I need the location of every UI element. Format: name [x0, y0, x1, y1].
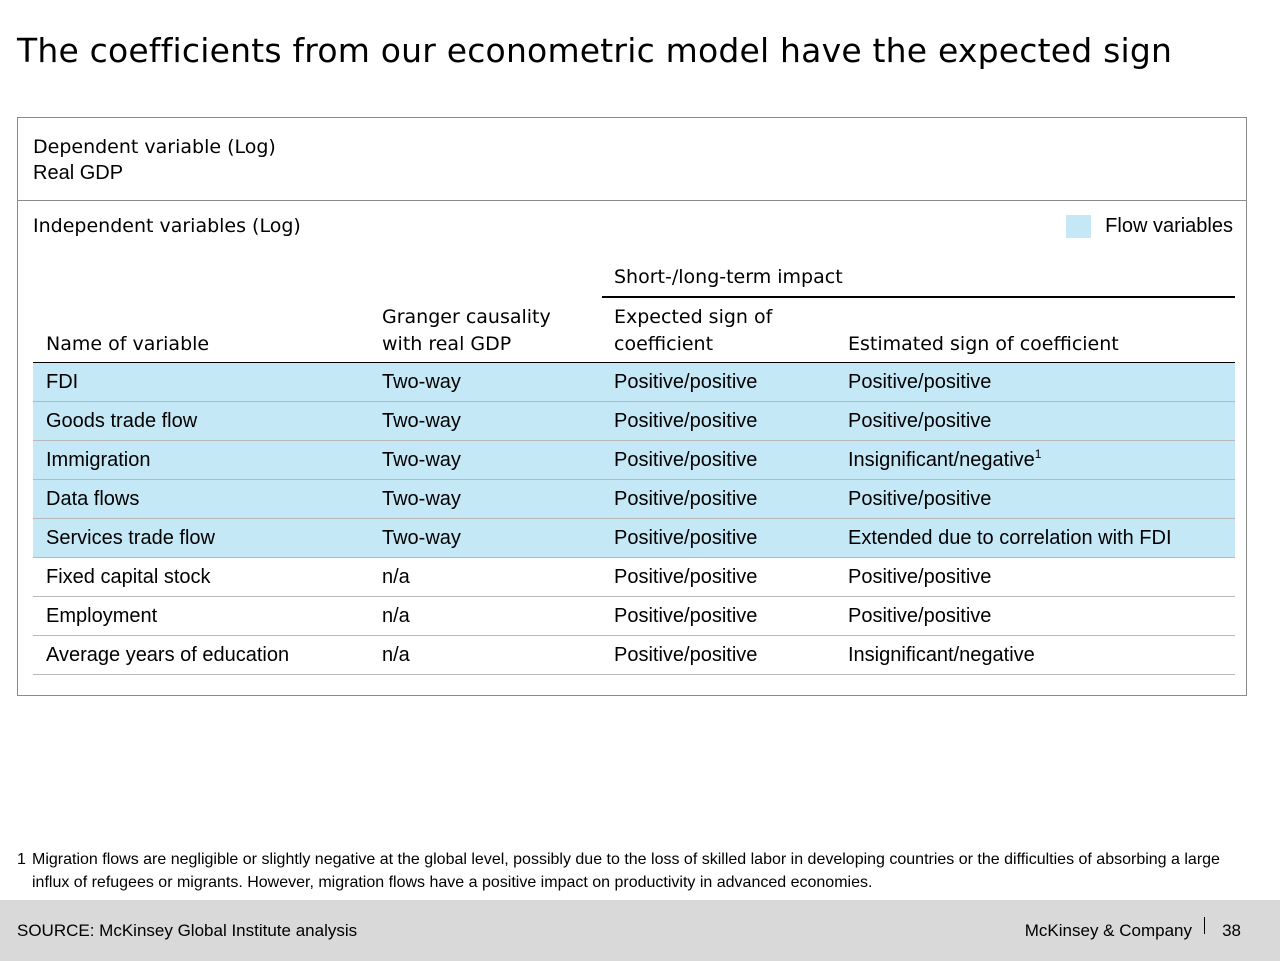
cell-estimated-sign: Positive/positive: [848, 605, 992, 627]
footnote-reference: 1: [1034, 447, 1042, 461]
table-frame: Dependent variable (Log) Real GDP Indepe…: [17, 117, 1247, 696]
column-header-expected: Expected sign of coefficient: [614, 304, 772, 358]
cell-expected-sign: Positive/positive: [614, 605, 758, 627]
table-row: Average years of education n/a Positive/…: [33, 636, 1235, 675]
cell-variable-name: Data flows: [46, 488, 140, 510]
group-header-impact: Short-/long-term impact: [614, 266, 843, 288]
footer-divider: [1204, 917, 1205, 934]
column-header-expected-line1: Expected sign of: [614, 306, 773, 328]
cell-expected-sign: Positive/positive: [614, 566, 758, 588]
column-header-estimated: Estimated sign of coefficient: [848, 333, 1119, 355]
table-row: Data flows Two-way Positive/positive Pos…: [33, 480, 1235, 519]
footnote-text: Migration flows are negligible or slight…: [32, 851, 1220, 891]
table-row: FDI Two-way Positive/positive Positive/p…: [33, 363, 1235, 402]
legend-swatch-flow: [1066, 215, 1092, 238]
page-title: The coefficients from our econometric mo…: [17, 31, 1173, 70]
table-row: Immigration Two-way Positive/positive In…: [33, 441, 1235, 480]
cell-variable-name: Services trade flow: [46, 527, 215, 549]
cell-variable-name: FDI: [46, 371, 79, 393]
column-header-expected-line2: coefficient: [614, 333, 714, 355]
cell-expected-sign: Positive/positive: [614, 371, 758, 393]
cell-granger: n/a: [382, 605, 410, 627]
section-divider: [18, 200, 1246, 201]
cell-estimated-sign: Positive/positive: [848, 410, 992, 432]
page-number: 38: [1222, 921, 1241, 940]
cell-expected-sign: Positive/positive: [614, 488, 758, 510]
column-header-name: Name of variable: [46, 333, 210, 355]
cell-granger: Two-way: [382, 371, 461, 393]
footnote: 1 Migration flows are negligible or slig…: [17, 848, 1257, 894]
footnote-number: 1: [17, 851, 26, 868]
cell-granger: Two-way: [382, 410, 461, 432]
column-header-granger: Granger causality with real GDP: [382, 304, 551, 358]
column-header-granger-line2: with real GDP: [382, 333, 512, 355]
table-row: Goods trade flow Two-way Positive/positi…: [33, 402, 1235, 441]
dependent-variable-value: Real GDP: [33, 162, 124, 184]
source-note: SOURCE: McKinsey Global Institute analys…: [17, 921, 358, 940]
cell-granger: Two-way: [382, 449, 461, 471]
cell-expected-sign: Positive/positive: [614, 527, 758, 549]
table-body: FDI Two-way Positive/positive Positive/p…: [33, 363, 1235, 675]
cell-variable-name: Average years of education: [46, 644, 290, 666]
table-row: Fixed capital stock n/a Positive/positiv…: [33, 558, 1235, 597]
cell-granger: n/a: [382, 644, 410, 666]
cell-estimated-sign: Insignificant/negative1: [848, 447, 1042, 472]
dependent-variable-label: Dependent variable (Log): [33, 136, 276, 158]
cell-granger: n/a: [382, 566, 410, 588]
footer-bar: SOURCE: McKinsey Global Institute analys…: [0, 900, 1280, 961]
cell-granger: Two-way: [382, 527, 461, 549]
legend: Flow variables: [1066, 215, 1233, 238]
cell-estimated-sign: Positive/positive: [848, 488, 992, 510]
table-row: Employment n/a Positive/positive Positiv…: [33, 597, 1235, 636]
cell-variable-name: Fixed capital stock: [46, 566, 211, 588]
brand-name: McKinsey & Company: [1024, 921, 1192, 940]
header-rule: [33, 362, 1235, 364]
cell-expected-sign: Positive/positive: [614, 410, 758, 432]
cell-variable-name: Goods trade flow: [46, 410, 198, 432]
group-header-rule: [602, 296, 1235, 298]
cell-estimated-sign: Positive/positive: [848, 371, 992, 393]
independent-variables-label: Independent variables (Log): [33, 215, 301, 237]
cell-granger: Two-way: [382, 488, 461, 510]
cell-variable-name: Employment: [46, 605, 158, 627]
cell-variable-name: Immigration: [46, 449, 151, 471]
dependent-variable-block: Dependent variable (Log) Real GDP: [33, 134, 276, 186]
column-header-granger-line1: Granger causality: [382, 306, 551, 328]
cell-expected-sign: Positive/positive: [614, 449, 758, 471]
cell-expected-sign: Positive/positive: [614, 644, 758, 666]
cell-estimated-sign: Insignificant/negative: [848, 644, 1035, 666]
cell-estimated-sign: Extended due to correlation with FDI: [848, 527, 1172, 549]
cell-estimated-sign: Positive/positive: [848, 566, 992, 588]
table-row: Services trade flow Two-way Positive/pos…: [33, 519, 1235, 558]
cell-estimated-sign-text: Insignificant/negative: [848, 449, 1035, 471]
legend-label-flow: Flow variables: [1105, 215, 1233, 237]
